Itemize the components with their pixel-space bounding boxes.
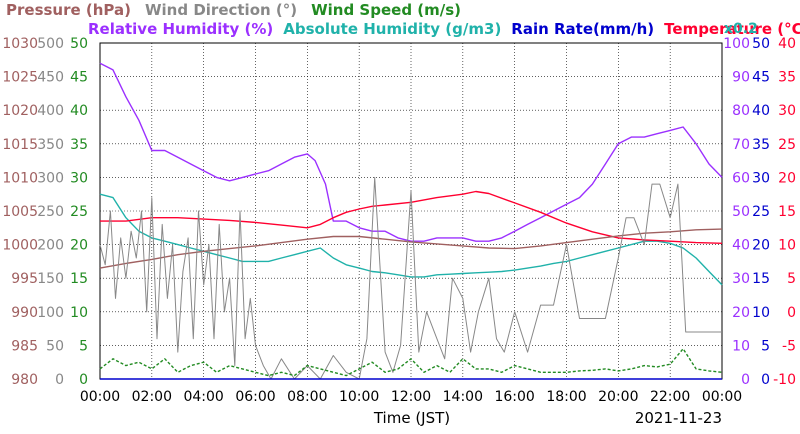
y-tick-label-wind-speed: 30 — [70, 170, 88, 186]
y-tick-label-pressure: 985 — [11, 338, 38, 354]
y-tick-label-wind-speed: 35 — [70, 137, 88, 153]
y-tick-label-rain-rate: 5 — [761, 338, 770, 354]
y-tick-label-relative-humidity: 70 — [732, 137, 750, 153]
y-tick-label-wind-speed: 50 — [70, 36, 88, 52]
y-tick-label-wind-speed: 20 — [70, 238, 88, 254]
x-tick-label: 00:00 — [702, 389, 742, 405]
y-tick-label-wind-direction: 150 — [37, 271, 64, 287]
y-tick-label-temperature: -5 — [782, 338, 796, 354]
legend-entry: Wind Speed (m/s) — [311, 1, 461, 19]
y-tick-label-relative-humidity: 50 — [732, 204, 750, 220]
x-tick-label: 10:00 — [339, 389, 379, 405]
y-tick-label-wind-direction: 100 — [37, 305, 64, 321]
y-tick-label-pressure: 1015 — [2, 137, 38, 153]
x-tick-label: 18:00 — [546, 389, 586, 405]
y-tick-label-pressure: 1010 — [2, 170, 38, 186]
y-tick-label-relative-humidity: 60 — [732, 170, 750, 186]
y-tick-label-wind-speed: 0 — [79, 372, 88, 388]
y-tick-label-temperature: -10 — [773, 372, 796, 388]
y-tick-label-relative-humidity: 10 — [732, 338, 750, 354]
y-tick-label-relative-humidity: 80 — [732, 103, 750, 119]
legend: Pressure (hPa) Wind Direction (°) Wind Spe… — [6, 1, 800, 38]
y-tick-label-rain-rate: 10 — [752, 305, 770, 321]
y-tick-label-wind-speed: 45 — [70, 70, 88, 86]
y-tick-label-rain-rate: 35 — [752, 137, 770, 153]
y-tick-label-wind-direction: 200 — [37, 238, 64, 254]
y-tick-label-relative-humidity: 0 — [741, 372, 750, 388]
y-tick-label-rain-rate: 20 — [752, 238, 770, 254]
x-tick-label: 00:00 — [80, 389, 120, 405]
y-tick-label-rain-rate: 25 — [752, 204, 770, 220]
legend-entry: Absolute Humidity (g/m3) — [283, 20, 501, 38]
x-tick-label: 22:00 — [650, 389, 690, 405]
y-tick-label-wind-direction: 500 — [37, 36, 64, 52]
legend-entry: Wind Direction (°) — [145, 1, 297, 19]
y-tick-label-wind-speed: 10 — [70, 305, 88, 321]
y-tick-label-temperature: 25 — [778, 137, 796, 153]
y-tick-label-wind-direction: 0 — [55, 372, 64, 388]
y-tick-label-temperature: 10 — [778, 238, 796, 254]
series-line-wind-direction — [99, 176, 722, 380]
x-tick-label: 06:00 — [235, 389, 275, 405]
y-tick-label-pressure: 980 — [11, 372, 38, 388]
y-tick-label-wind-direction: 350 — [37, 137, 64, 153]
y-tick-label-wind-direction: 450 — [37, 70, 64, 86]
y-tick-label-temperature: 40 — [778, 36, 796, 52]
x-tick-label: 12:00 — [391, 389, 431, 405]
y-tick-label-pressure: 1005 — [2, 204, 38, 220]
y-tick-label-temperature: 15 — [778, 204, 796, 220]
series-line-relative-humidity — [99, 62, 723, 242]
y-tick-label-pressure: 990 — [11, 305, 38, 321]
y-tick-label-wind-direction: 50 — [46, 338, 64, 354]
x-axis-label: Time (JST) — [373, 409, 450, 427]
legend-entry: Relative Humidity (%) — [88, 20, 273, 38]
y-tick-label-rain-rate: 0 — [761, 372, 770, 388]
y-tick-label-relative-humidity: 30 — [732, 271, 750, 287]
y-tick-label-rain-rate: 15 — [752, 271, 770, 287]
y-tick-label-rain-rate: 30 — [752, 170, 770, 186]
legend-entry: Temperature (°C) — [664, 20, 800, 38]
y-tick-label-relative-humidity: 40 — [732, 238, 750, 254]
y-tick-label-pressure: 1000 — [2, 238, 38, 254]
date-label: 2021-11-23 — [635, 409, 722, 427]
x-tick-label: 16:00 — [494, 389, 534, 405]
y-tick-label-wind-speed: 5 — [79, 338, 88, 354]
x-tick-label: 20:00 — [598, 389, 638, 405]
y-tick-label-temperature: 0 — [787, 305, 796, 321]
y-tick-label-relative-humidity: 90 — [732, 70, 750, 86]
legend-entry: Pressure (hPa) — [6, 1, 131, 19]
grid — [99, 42, 723, 380]
series-layer — [99, 62, 723, 380]
y-tick-label-temperature: 35 — [778, 70, 796, 86]
legend-entry: Rain Rate(mm/h) — [511, 20, 654, 38]
y-tick-label-wind-speed: 40 — [70, 103, 88, 119]
series-line-temperature — [100, 190, 723, 244]
y-tick-label-wind-speed: 15 — [70, 271, 88, 287]
y-tick-label-temperature: 5 — [787, 271, 796, 287]
axes-layer: 9809859909951000100510101015102010251030… — [2, 36, 796, 405]
y-tick-label-rain-rate: 50 — [752, 36, 770, 52]
x-tick-label: 14:00 — [443, 389, 483, 405]
x-tick-label: 02:00 — [132, 389, 172, 405]
y-tick-label-pressure: 1025 — [2, 70, 38, 86]
series-line-wind-speed — [99, 348, 723, 377]
y-tick-label-relative-humidity: 100 — [723, 36, 750, 52]
x-tick-label: 04:00 — [183, 389, 223, 405]
y-tick-label-temperature: 30 — [778, 103, 796, 119]
y-tick-label-wind-speed: 25 — [70, 204, 88, 220]
y-tick-label-pressure: 995 — [11, 271, 38, 287]
y-tick-label-relative-humidity: 20 — [732, 305, 750, 321]
y-tick-label-wind-direction: 300 — [37, 170, 64, 186]
y-tick-label-wind-direction: 400 — [37, 103, 64, 119]
y-tick-label-pressure: 1020 — [2, 103, 38, 119]
y-tick-label-temperature: 20 — [778, 170, 796, 186]
x-tick-label: 08:00 — [287, 389, 327, 405]
series-line-pressure — [99, 228, 723, 269]
rain-scale-note: x0.2 — [724, 21, 758, 37]
y-tick-label-rain-rate: 40 — [752, 103, 770, 119]
y-tick-label-rain-rate: 45 — [752, 70, 770, 86]
y-tick-label-pressure: 1030 — [2, 36, 38, 52]
y-tick-label-wind-direction: 250 — [37, 204, 64, 220]
